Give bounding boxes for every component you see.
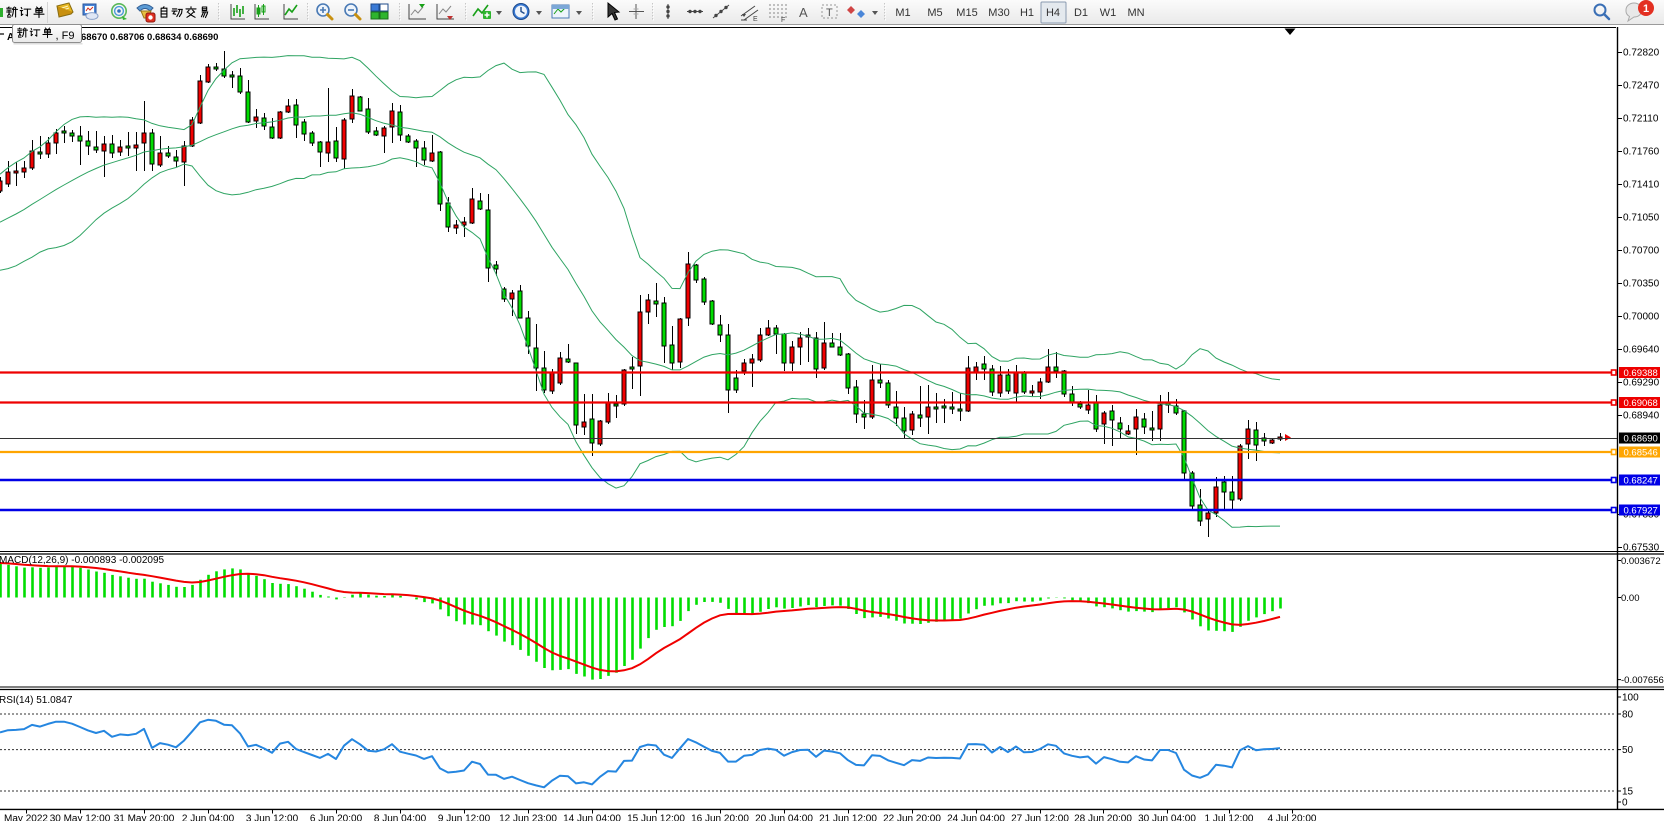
- svg-text:M5: M5: [927, 7, 942, 19]
- svg-text:T: T: [826, 7, 833, 19]
- svg-text:0.69290: 0.69290: [1623, 378, 1660, 389]
- svg-text:9 Jun 12:00: 9 Jun 12:00: [438, 814, 491, 822]
- svg-text:0.70350: 0.70350: [1623, 279, 1660, 290]
- svg-text:14 Jun 04:00: 14 Jun 04:00: [563, 814, 621, 822]
- svg-text:0.67530: 0.67530: [1623, 543, 1660, 554]
- svg-text:RSI(14) 51.0847: RSI(14) 51.0847: [0, 695, 73, 706]
- svg-text:0.68247: 0.68247: [1624, 476, 1658, 487]
- svg-text:-0.007656: -0.007656: [1621, 675, 1664, 686]
- svg-text:0.67927: 0.67927: [1624, 506, 1658, 517]
- svg-text:31 May 20:00: 31 May 20:00: [114, 814, 175, 822]
- svg-text:MACD(12,26,9) -0.000893 -0.002: MACD(12,26,9) -0.000893 -0.002095: [0, 555, 165, 566]
- svg-text:0.68690: 0.68690: [1624, 434, 1658, 445]
- svg-text:May 2022: May 2022: [4, 814, 48, 822]
- svg-text:A: A: [799, 5, 808, 20]
- svg-text:24 Jun 04:00: 24 Jun 04:00: [947, 814, 1005, 822]
- svg-text:15 Jun 12:00: 15 Jun 12:00: [627, 814, 685, 822]
- svg-text:0.71760: 0.71760: [1623, 147, 1660, 158]
- svg-text:W1: W1: [1100, 7, 1117, 19]
- svg-text:H1: H1: [1020, 7, 1034, 19]
- svg-text:27 Jun 12:00: 27 Jun 12:00: [1011, 814, 1069, 822]
- svg-text:28 Jun 20:00: 28 Jun 20:00: [1074, 814, 1132, 822]
- svg-text:0.72820: 0.72820: [1623, 48, 1660, 59]
- svg-text:0.68940: 0.68940: [1623, 411, 1660, 422]
- svg-text:15: 15: [1622, 787, 1634, 798]
- svg-text:0.70000: 0.70000: [1623, 312, 1660, 323]
- svg-text:M30: M30: [988, 7, 1009, 19]
- svg-text:0.72110: 0.72110: [1623, 114, 1659, 125]
- svg-text:30 May 12:00: 30 May 12:00: [50, 814, 111, 822]
- svg-text:M1: M1: [895, 7, 910, 19]
- svg-text:6 Jun 20:00: 6 Jun 20:00: [310, 814, 363, 822]
- svg-text:F: F: [781, 17, 785, 24]
- svg-text:0.003672: 0.003672: [1621, 556, 1661, 567]
- svg-text:50: 50: [1622, 745, 1634, 756]
- svg-text:E: E: [753, 16, 758, 23]
- svg-text:4 Jul 20:00: 4 Jul 20:00: [1268, 814, 1317, 822]
- svg-text:1 Jul 12:00: 1 Jul 12:00: [1205, 814, 1254, 822]
- svg-text:0: 0: [1622, 798, 1628, 809]
- svg-text:3 Jun 12:00: 3 Jun 12:00: [246, 814, 299, 822]
- svg-text:0.72470: 0.72470: [1623, 81, 1660, 92]
- svg-text:H4: H4: [1046, 7, 1060, 19]
- svg-text:0.69640: 0.69640: [1623, 345, 1660, 356]
- svg-text:22 Jun 20:00: 22 Jun 20:00: [883, 814, 941, 822]
- svg-text:80: 80: [1622, 710, 1634, 721]
- svg-text:MN: MN: [1127, 7, 1144, 19]
- svg-text:20 Jun 04:00: 20 Jun 04:00: [755, 814, 813, 822]
- svg-text:16 Jun 20:00: 16 Jun 20:00: [691, 814, 749, 822]
- svg-text:0.70700: 0.70700: [1623, 246, 1660, 257]
- svg-text:0.71050: 0.71050: [1623, 213, 1660, 224]
- svg-text:M15: M15: [956, 7, 977, 19]
- svg-text:30 Jun 04:00: 30 Jun 04:00: [1138, 814, 1196, 822]
- svg-text:, F9: , F9: [56, 30, 75, 42]
- svg-text:1: 1: [1643, 3, 1649, 15]
- svg-text:2 Jun 04:00: 2 Jun 04:00: [182, 814, 235, 822]
- svg-text:0.00: 0.00: [1621, 593, 1640, 604]
- svg-text:21 Jun 12:00: 21 Jun 12:00: [819, 814, 877, 822]
- svg-text:0.69388: 0.69388: [1624, 368, 1658, 379]
- svg-text:8 Jun 04:00: 8 Jun 04:00: [374, 814, 427, 822]
- svg-text:100: 100: [1622, 693, 1639, 704]
- svg-text:68670 0.68706 0.68634 0.68690: 68670 0.68706 0.68634 0.68690: [81, 32, 218, 43]
- svg-text:A: A: [7, 32, 14, 43]
- svg-text:12 Jun 23:00: 12 Jun 23:00: [499, 814, 557, 822]
- svg-text:0.71410: 0.71410: [1623, 180, 1660, 191]
- svg-text:D1: D1: [1074, 7, 1088, 19]
- svg-text:0.68546: 0.68546: [1624, 448, 1658, 459]
- svg-text:0.69068: 0.69068: [1624, 398, 1658, 409]
